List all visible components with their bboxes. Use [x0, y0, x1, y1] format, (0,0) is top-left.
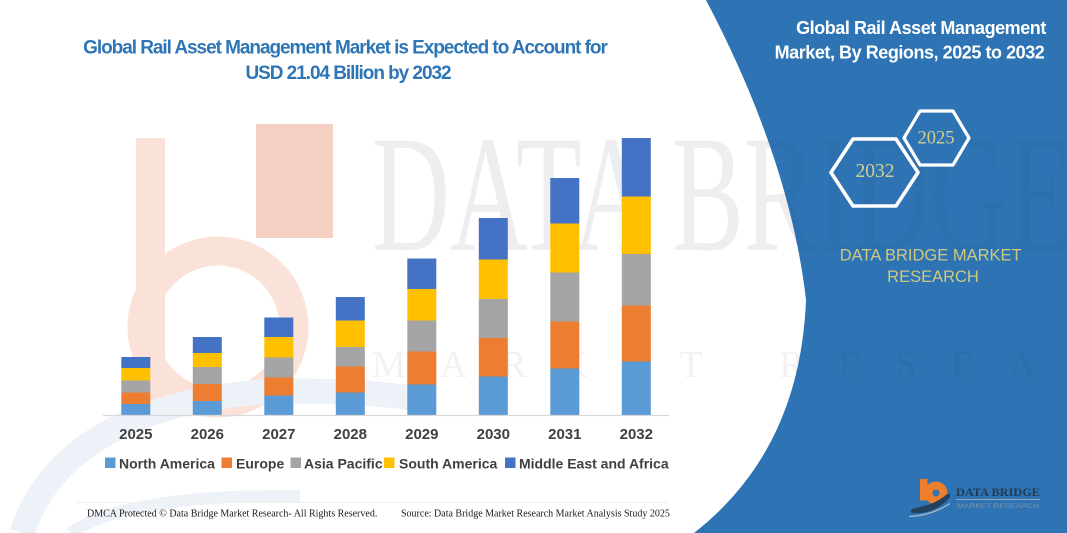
svg-text:2032: 2032 [856, 161, 895, 182]
svg-text:2025: 2025 [119, 426, 152, 443]
svg-text:2027: 2027 [262, 426, 295, 443]
svg-text:DMCA Protected © Data Bridge M: DMCA Protected © Data Bridge Market Rese… [87, 509, 377, 520]
svg-text:North America: North America [119, 456, 215, 472]
svg-text:Market, By Regions, 2025 to 20: Market, By Regions, 2025 to 2032 [775, 43, 1045, 63]
svg-text:2030: 2030 [477, 426, 510, 443]
svg-text:2028: 2028 [334, 426, 367, 443]
svg-text:RESEARCH: RESEARCH [887, 268, 979, 286]
svg-text:South America: South America [399, 456, 497, 472]
svg-text:DATA BRIDGE MARKET: DATA BRIDGE MARKET [840, 247, 1022, 265]
svg-text:2029: 2029 [405, 426, 438, 443]
svg-text:Middle East and Africa: Middle East and Africa [519, 456, 669, 472]
svg-text:2032: 2032 [620, 426, 653, 443]
svg-text:Europe: Europe [236, 456, 284, 472]
svg-text:Asia Pacific: Asia Pacific [304, 456, 383, 472]
svg-text:2025: 2025 [918, 129, 955, 149]
svg-text:2026: 2026 [191, 426, 224, 443]
svg-text:DATA BRIDGE: DATA BRIDGE [956, 485, 1040, 499]
svg-text:Global Rail Asset Management: Global Rail Asset Management [796, 18, 1046, 38]
svg-text:Source: Data Bridge Market Res: Source: Data Bridge Market Research Mark… [401, 509, 670, 520]
svg-text:2031: 2031 [548, 426, 581, 443]
svg-text:MARKET RESEARCH: MARKET RESEARCH [957, 503, 1039, 510]
svg-text:Global Rail Asset Management M: Global Rail Asset Management Market is E… [83, 38, 608, 59]
svg-text:USD 21.04 Billion by 2032: USD 21.04 Billion by 2032 [245, 63, 450, 84]
